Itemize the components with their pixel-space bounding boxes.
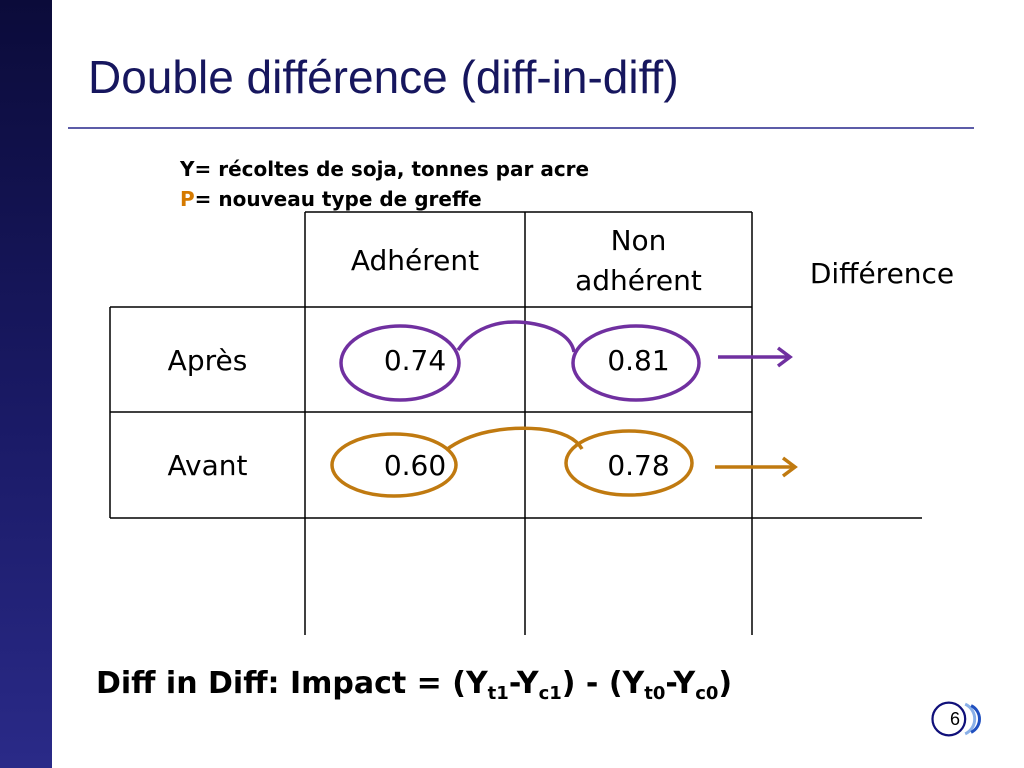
header-non-adherent-line1: Non <box>610 224 667 257</box>
formula-sub-c0: c0 <box>695 683 719 704</box>
apres-adherent-value: 0.74 <box>383 344 447 377</box>
apres-non-adherent-value: 0.81 <box>607 344 670 377</box>
avant-adherent-circle <box>330 432 458 498</box>
diff-in-diff-formula: Diff in Diff: Impact = (Yt1-Yc1) - (Yt0-… <box>96 666 732 704</box>
apres-annotations <box>339 320 793 402</box>
formula-suffix: ) <box>718 666 733 701</box>
header-difference: Différence <box>809 257 955 290</box>
row-label-apres: Après <box>167 344 248 377</box>
avant-adherent-value: 0.60 <box>383 449 447 482</box>
formula-prefix: Diff in Diff: Impact = (Y <box>96 666 488 701</box>
apres-arrow-head <box>776 346 793 368</box>
formula-sub-t1: t1 <box>487 683 509 704</box>
header-non-adherent-line2: adhérent <box>575 264 702 297</box>
formula-dash1: -Y <box>508 666 539 701</box>
page-number: 6 <box>949 709 960 729</box>
definition-p-letter: P <box>180 187 195 211</box>
avant-non-adherent-value: 0.78 <box>607 449 670 482</box>
definitions: Y= récoltes de soja, tonnes par acre P= … <box>180 154 589 214</box>
formula-dash2: -Y <box>665 666 696 701</box>
avant-non-adherent-circle <box>564 429 694 497</box>
header-adherent: Adhérent <box>350 244 480 277</box>
sidebar-band <box>0 0 52 768</box>
apres-non-adherent-circle <box>571 324 701 402</box>
apres-adherent-circle <box>339 324 461 402</box>
apres-connector-arc <box>456 320 576 353</box>
formula-sub-t0: t0 <box>644 683 666 704</box>
row-label-avant: Avant <box>167 449 248 482</box>
table-grid <box>109 211 922 635</box>
formula-middle: ) - (Y <box>561 666 645 701</box>
avant-connector-arc <box>444 426 584 452</box>
definition-p-text: = nouveau type de greffe <box>194 187 482 211</box>
slide-title: Double différence (diff-in-diff) <box>88 51 679 103</box>
avant-annotations <box>330 426 798 498</box>
avant-arrow-head <box>781 456 798 478</box>
definition-y: Y= récoltes de soja, tonnes par acre <box>180 157 590 181</box>
definition-p: P= nouveau type de greffe <box>180 184 589 214</box>
page-number-badge-icon <box>931 701 981 737</box>
title-divider <box>68 127 974 129</box>
formula-sub-c1: c1 <box>538 683 562 704</box>
